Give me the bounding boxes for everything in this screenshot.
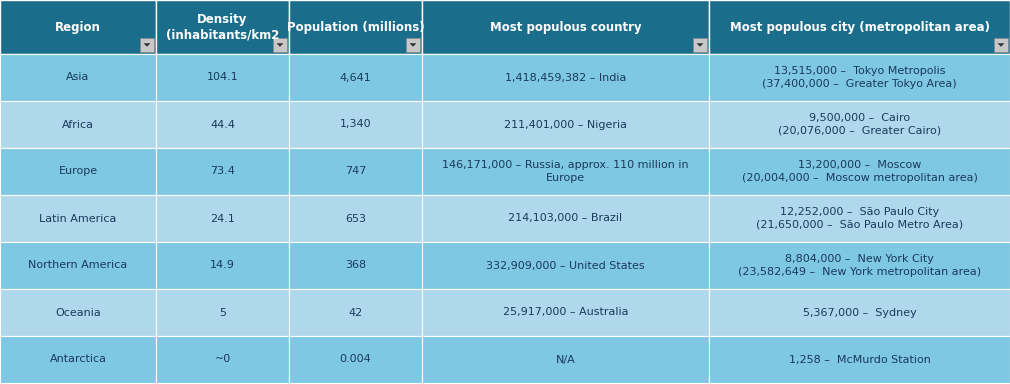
Bar: [156, 0, 289, 54]
Text: 211,401,000 – Nigeria: 211,401,000 – Nigeria: [504, 119, 627, 129]
Text: Latin America: Latin America: [39, 214, 117, 223]
Bar: [422, 101, 709, 148]
Bar: [140, 38, 154, 52]
Bar: [0, 195, 156, 242]
Text: Density
(inhabitants/km2: Density (inhabitants/km2: [166, 13, 279, 41]
Polygon shape: [277, 43, 284, 47]
Bar: [156, 195, 289, 242]
Text: Europe: Europe: [59, 167, 98, 177]
Bar: [289, 0, 422, 54]
Bar: [289, 148, 422, 195]
Text: Antarctica: Antarctica: [49, 354, 106, 364]
Polygon shape: [143, 43, 150, 47]
Polygon shape: [998, 43, 1005, 47]
Text: 5: 5: [219, 308, 226, 318]
Bar: [422, 54, 709, 101]
Bar: [693, 38, 707, 52]
Bar: [994, 38, 1008, 52]
Text: 13,515,000 –  Tokyo Metropolis
(37,400,000 –  Greater Tokyo Area): 13,515,000 – Tokyo Metropolis (37,400,00…: [763, 66, 956, 89]
Bar: [156, 54, 289, 101]
Text: Oceania: Oceania: [56, 308, 101, 318]
Bar: [0, 0, 156, 54]
Text: 332,909,000 – United States: 332,909,000 – United States: [486, 260, 644, 270]
Bar: [0, 336, 156, 383]
Bar: [709, 0, 1010, 54]
Text: 1,258 –  McMurdo Station: 1,258 – McMurdo Station: [789, 354, 930, 364]
Text: 104.1: 104.1: [207, 73, 238, 83]
Text: 8,804,000 –  New York City
(23,582,649 –  New York metropolitan area): 8,804,000 – New York City (23,582,649 – …: [738, 254, 981, 277]
Text: 24.1: 24.1: [210, 214, 235, 223]
Text: 42: 42: [348, 308, 363, 318]
Text: 1,340: 1,340: [339, 119, 372, 129]
Text: 13,200,000 –  Moscow
(20,004,000 –  Moscow metropolitan area): 13,200,000 – Moscow (20,004,000 – Moscow…: [741, 160, 978, 183]
Bar: [406, 38, 420, 52]
Text: 747: 747: [344, 167, 367, 177]
Bar: [422, 289, 709, 336]
Bar: [0, 289, 156, 336]
Bar: [289, 101, 422, 148]
Text: 73.4: 73.4: [210, 167, 235, 177]
Bar: [709, 148, 1010, 195]
Text: Northern America: Northern America: [28, 260, 127, 270]
Bar: [709, 242, 1010, 289]
Text: Most populous country: Most populous country: [490, 20, 641, 33]
Text: Most populous city (metropolitan area): Most populous city (metropolitan area): [729, 20, 990, 33]
Bar: [156, 242, 289, 289]
Text: 653: 653: [345, 214, 366, 223]
Text: Asia: Asia: [67, 73, 90, 83]
Bar: [0, 54, 156, 101]
Text: 1,418,459,382 – India: 1,418,459,382 – India: [505, 73, 626, 83]
Bar: [156, 336, 289, 383]
Bar: [709, 336, 1010, 383]
Bar: [422, 195, 709, 242]
Text: 12,252,000 –  São Paulo City
(21,650,000 –  São Paulo Metro Area): 12,252,000 – São Paulo City (21,650,000 …: [755, 207, 964, 230]
Bar: [0, 101, 156, 148]
Text: 146,171,000 – Russia, approx. 110 million in
Europe: 146,171,000 – Russia, approx. 110 millio…: [442, 160, 689, 183]
Bar: [273, 38, 287, 52]
Text: 4,641: 4,641: [339, 73, 372, 83]
Bar: [156, 148, 289, 195]
Bar: [709, 54, 1010, 101]
Text: N/A: N/A: [556, 354, 576, 364]
Bar: [289, 289, 422, 336]
Bar: [289, 195, 422, 242]
Bar: [0, 242, 156, 289]
Bar: [422, 242, 709, 289]
Text: 5,367,000 –  Sydney: 5,367,000 – Sydney: [803, 308, 916, 318]
Bar: [709, 101, 1010, 148]
Text: Population (millions): Population (millions): [287, 20, 424, 33]
Bar: [709, 195, 1010, 242]
Text: Region: Region: [56, 20, 101, 33]
Text: 368: 368: [345, 260, 366, 270]
Polygon shape: [409, 43, 416, 47]
Text: 214,103,000 – Brazil: 214,103,000 – Brazil: [508, 214, 622, 223]
Bar: [289, 54, 422, 101]
Text: 0.004: 0.004: [339, 354, 372, 364]
Bar: [422, 148, 709, 195]
Bar: [156, 101, 289, 148]
Bar: [289, 242, 422, 289]
Bar: [0, 148, 156, 195]
Text: Africa: Africa: [62, 119, 94, 129]
Bar: [422, 336, 709, 383]
Polygon shape: [697, 43, 704, 47]
Text: 25,917,000 – Australia: 25,917,000 – Australia: [503, 308, 628, 318]
Bar: [289, 336, 422, 383]
Bar: [156, 289, 289, 336]
Bar: [709, 289, 1010, 336]
Bar: [422, 0, 709, 54]
Text: 44.4: 44.4: [210, 119, 235, 129]
Text: ~0: ~0: [214, 354, 230, 364]
Text: 9,500,000 –  Cairo
(20,076,000 –  Greater Cairo): 9,500,000 – Cairo (20,076,000 – Greater …: [778, 113, 941, 136]
Text: 14.9: 14.9: [210, 260, 235, 270]
